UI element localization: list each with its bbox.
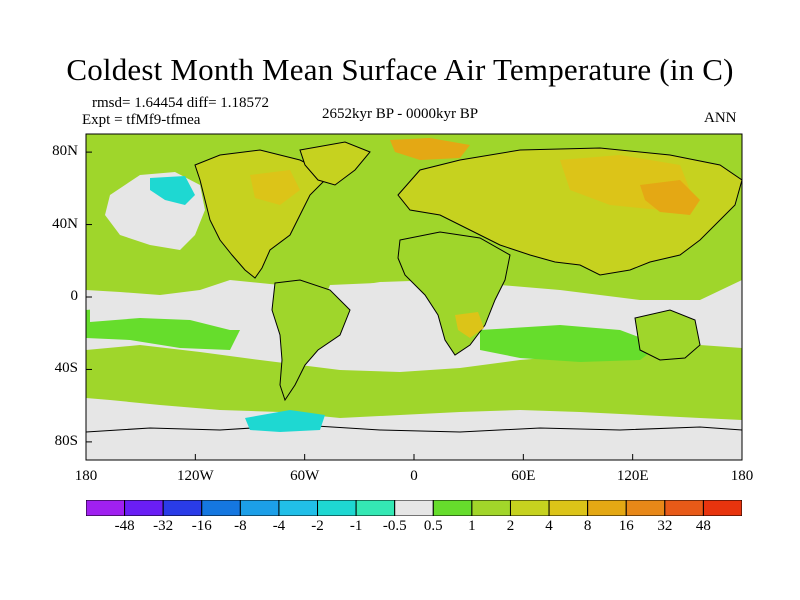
lat-label: 80S [54,432,78,449]
colorbar-label: -16 [191,518,212,534]
colorbar-label: 2 [506,518,515,534]
colorbar-label: 16 [618,518,634,534]
lat-label: 80N [52,143,78,160]
lon-label: 0 [410,468,418,484]
lat-label: 0 [70,288,79,304]
lon-label: 120W [176,468,214,484]
colorbar-swatch [317,500,357,516]
colorbar-label: -32 [153,518,174,534]
colorbar-label: -2 [311,518,324,534]
colorbar-swatch [471,500,511,516]
north-america-landmass [194,149,331,279]
east-asia-warm-patch [640,180,700,215]
alaska-cool-patch [150,176,195,205]
colorbar-swatch [548,500,589,516]
colorbar-swatch [394,500,434,516]
colorbar-swatch [201,500,241,516]
south-africa-warm-patch [455,312,484,338]
map-panel [86,134,742,460]
labrador-warm-patch [250,170,300,205]
colorbar-label: 4 [545,518,553,534]
lon-label: 60E [511,468,536,484]
colorbar-label: 32 [657,518,673,534]
colorbar-swatch [162,500,203,516]
antarctic-peninsula-cool-patch [245,410,325,432]
stats-text: rmsd= 1.64454 diff= 1.18572 [92,95,270,111]
colorbar-label: -48 [114,518,135,534]
colorbar-label: 48 [695,518,711,534]
period-text: 2652kyr BP - 0000kyr BP [322,106,479,122]
greenland-landmass [299,141,371,186]
colorbar-swatch [278,500,319,516]
season-text: ANN [704,110,737,126]
antarctica-coastline [86,424,742,460]
colorbar-swatch [355,500,396,516]
lon-label: 180 [74,468,98,484]
south-america-landmass [271,279,351,402]
tropical-atlantic-neutral-region [320,282,460,345]
lon-label: 180 [730,468,754,484]
colorbar-label: -8 [234,518,247,534]
southern-ocean-warm-band [86,345,742,420]
colorbar-label: -4 [272,518,286,534]
colorbar-swatch [86,500,126,516]
map-ticks [85,151,743,460]
colorbar-swatch [432,500,473,516]
colorbar-label: 8 [583,518,592,534]
colorbar-label: -1 [349,518,363,534]
colorbar-label: -0.5 [382,518,407,534]
colorbar-swatch [509,500,550,516]
indian-ocean-warm-patch [480,325,660,362]
australia-landmass [634,309,701,361]
colorbar-swatch [587,500,627,516]
colorbar-swatch [239,500,280,516]
colorbar-label: 1 [468,518,476,534]
colorbar-swatch [625,500,666,516]
lon-label: 120E [616,468,649,484]
colorbar-swatch [664,500,704,516]
experiment-text: Expt = tfMf9-tfmea [82,112,201,128]
lon-label: 60W [290,468,320,484]
tropical-pacific-neutral-region [90,292,270,330]
colorbar [86,500,742,516]
colorbar-label: 0.5 [423,518,443,534]
colorbar-swatch [702,500,742,516]
lat-label: 40N [52,215,78,232]
colorbar-swatch [124,500,164,516]
arctic-warm-patch [390,138,470,160]
lat-label: 40S [54,360,78,377]
chart-title: Coldest Month Mean Surface Air Temperatu… [66,52,734,87]
